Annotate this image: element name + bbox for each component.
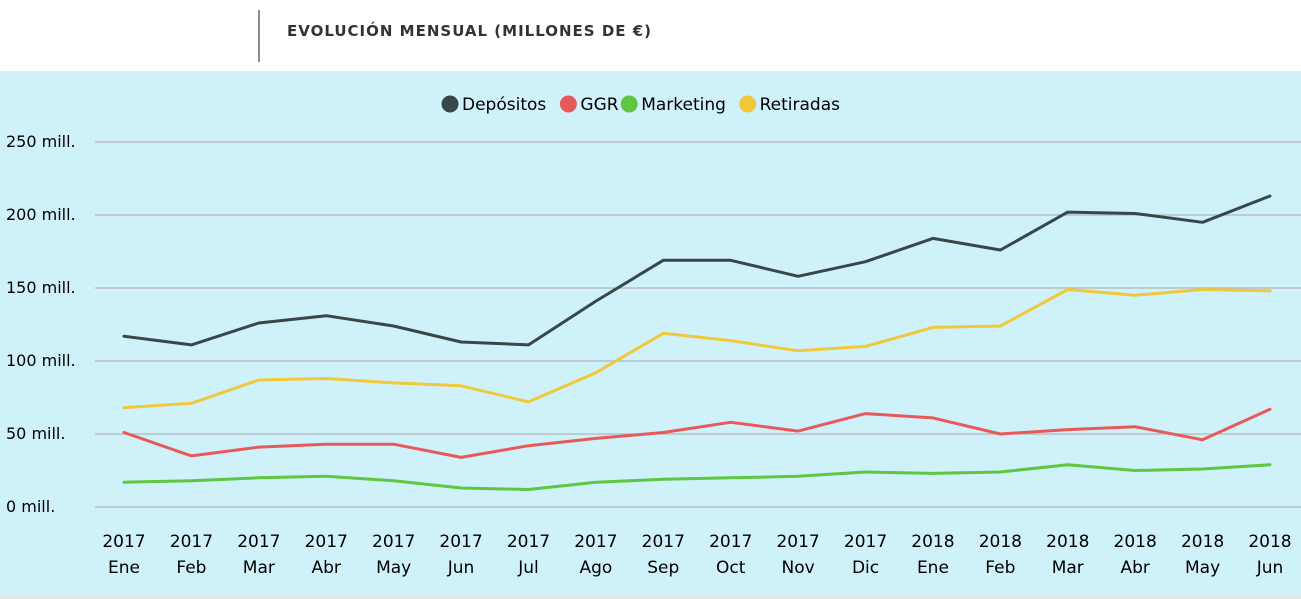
x-tick-year: 2017 (642, 532, 685, 552)
x-tick-month: May (1185, 558, 1220, 578)
legend-marker-0 (441, 95, 459, 113)
x-tick-month: Jun (1256, 558, 1284, 578)
y-tick-label: 100 mill. (6, 351, 76, 370)
x-tick-year: 2017 (372, 532, 415, 552)
y-tick-label: 0 mill. (6, 497, 55, 516)
x-tick-month: Sep (647, 558, 679, 578)
x-tick-year: 2017 (305, 532, 348, 552)
x-tick-month: Mar (243, 558, 275, 578)
x-tick-month: Ago (579, 558, 612, 578)
chart-title: EVOLUCIÓN MENSUAL (MILLONES DE €) (287, 22, 653, 40)
grid-lines (95, 141, 1301, 508)
x-tick-year: 2018 (979, 532, 1022, 552)
legend: Depósitos GGR Marketing Retiradas (441, 95, 841, 115)
y-tick-label: 200 mill. (6, 205, 76, 224)
x-tick-month: Mar (1052, 558, 1084, 578)
x-tick-year: 2018 (1181, 532, 1224, 552)
series-line-2 (122, 463, 1272, 491)
x-tick-year: 2017 (507, 532, 550, 552)
x-tick-year: 2018 (1046, 532, 1089, 552)
x-tick-month: Jun (447, 558, 475, 578)
x-tick-year: 2017 (709, 532, 752, 552)
x-tick-year: 2018 (1114, 532, 1157, 552)
series-line-0 (122, 194, 1272, 347)
legend-label-0: Depósitos (462, 95, 546, 115)
x-tick-year: 2017 (776, 532, 819, 552)
x-tick-month: Feb (985, 558, 1015, 578)
header: EVOLUCIÓN MENSUAL (MILLONES DE €) (0, 0, 1301, 71)
x-tick-year: 2017 (844, 532, 887, 552)
legend-label-3: Retiradas (760, 95, 841, 115)
x-tick-year: 2018 (1248, 532, 1291, 552)
legend-marker-1 (559, 95, 577, 113)
x-axis-ticks: 2017 Ene 2017 Feb 2017 Mar 2017 Abr 2017 May 2017 J… (102, 532, 1291, 578)
legend-label-1: GGR (580, 95, 618, 115)
x-tick-month: Oct (716, 558, 746, 578)
series-line-1 (122, 407, 1272, 459)
x-tick-month: May (376, 558, 411, 578)
x-tick-month: Abr (1120, 558, 1149, 578)
y-tick-label: 250 mill. (6, 132, 76, 151)
x-tick-month: Nov (782, 558, 815, 578)
x-tick-month: Ene (108, 558, 140, 578)
header-divider (258, 10, 260, 62)
x-tick-month: Jul (517, 558, 539, 578)
x-tick-year: 2017 (237, 532, 280, 552)
x-tick-month: Dic (852, 558, 879, 578)
x-tick-year: 2018 (911, 532, 954, 552)
y-tick-label: 150 mill. (6, 278, 76, 297)
legend-marker-2 (620, 95, 638, 113)
x-tick-month: Feb (176, 558, 206, 578)
legend-marker-3 (739, 95, 757, 113)
series-line-3 (122, 288, 1272, 410)
y-tick-label: 50 mill. (6, 424, 65, 443)
x-tick-month: Ene (917, 558, 949, 578)
x-tick-year: 2017 (102, 532, 145, 552)
x-tick-year: 2017 (574, 532, 617, 552)
bottom-strip (0, 595, 1301, 599)
series-lines (122, 194, 1272, 491)
y-axis-ticks: 0 mill. 50 mill. 100 mill. 150 mill. 200 mil… (6, 132, 76, 516)
x-tick-year: 2017 (439, 532, 482, 552)
chart-area (0, 71, 1301, 595)
x-tick-month: Abr (312, 558, 341, 578)
legend-label-2: Marketing (641, 95, 726, 115)
x-tick-year: 2017 (170, 532, 213, 552)
